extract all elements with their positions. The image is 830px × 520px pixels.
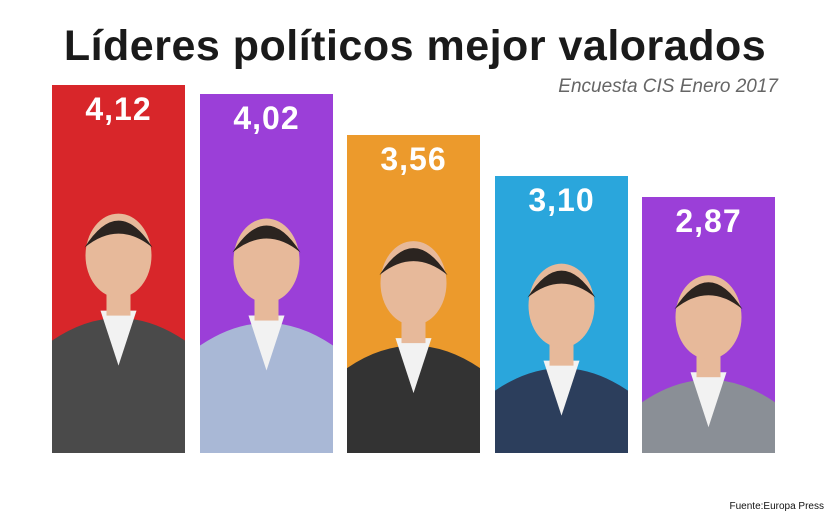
bar-5: 2,87 [642,197,775,453]
chart-subtitle: Encuesta CIS Enero 2017 [558,76,778,97]
bar-1: 4,12 [52,85,185,453]
bar-value-label-2: 4,02 [233,100,300,136]
leader-photo-1 [52,85,185,453]
bar-value-label-4: 3,10 [528,182,595,218]
leader-photo-3 [347,135,480,453]
bar-value-label-3: 3,56 [380,141,447,177]
source-note: Fuente:Europa Press [729,501,825,512]
chart-title: Líderes políticos mejor valorados [63,22,767,70]
bar-value-label-1: 4,12 [85,91,152,127]
leader-photo-4 [495,176,628,453]
leader-photo-5 [642,197,775,453]
leader-photo-2 [200,94,333,453]
bar-value-label-5: 2,87 [675,203,742,239]
bar-4: 3,10 [495,176,628,453]
bar-3: 3,56 [347,135,480,453]
bar-2: 4,02 [200,94,333,453]
